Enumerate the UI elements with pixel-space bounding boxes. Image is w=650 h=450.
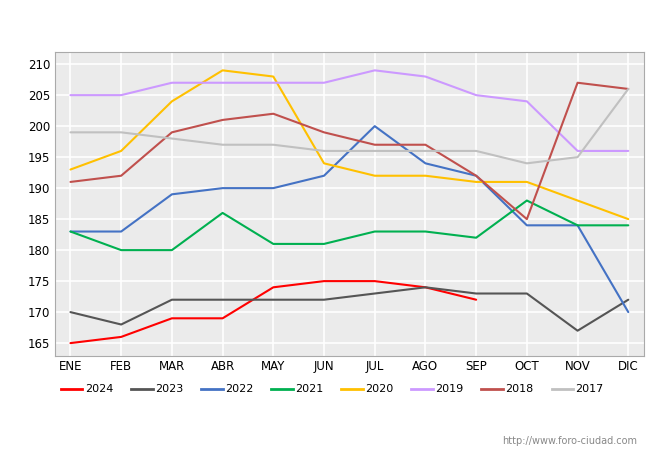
Text: http://www.foro-ciudad.com: http://www.foro-ciudad.com bbox=[502, 436, 637, 446]
Text: 2024: 2024 bbox=[85, 384, 114, 394]
Text: 2021: 2021 bbox=[295, 384, 324, 394]
Text: 2020: 2020 bbox=[365, 384, 394, 394]
Text: 2023: 2023 bbox=[155, 384, 183, 394]
Text: 2017: 2017 bbox=[575, 384, 604, 394]
Text: 2022: 2022 bbox=[226, 384, 254, 394]
Text: 2019: 2019 bbox=[436, 384, 463, 394]
Text: 2018: 2018 bbox=[506, 384, 534, 394]
Text: Afiliados en Villazala a 30/9/2024: Afiliados en Villazala a 30/9/2024 bbox=[146, 14, 504, 33]
